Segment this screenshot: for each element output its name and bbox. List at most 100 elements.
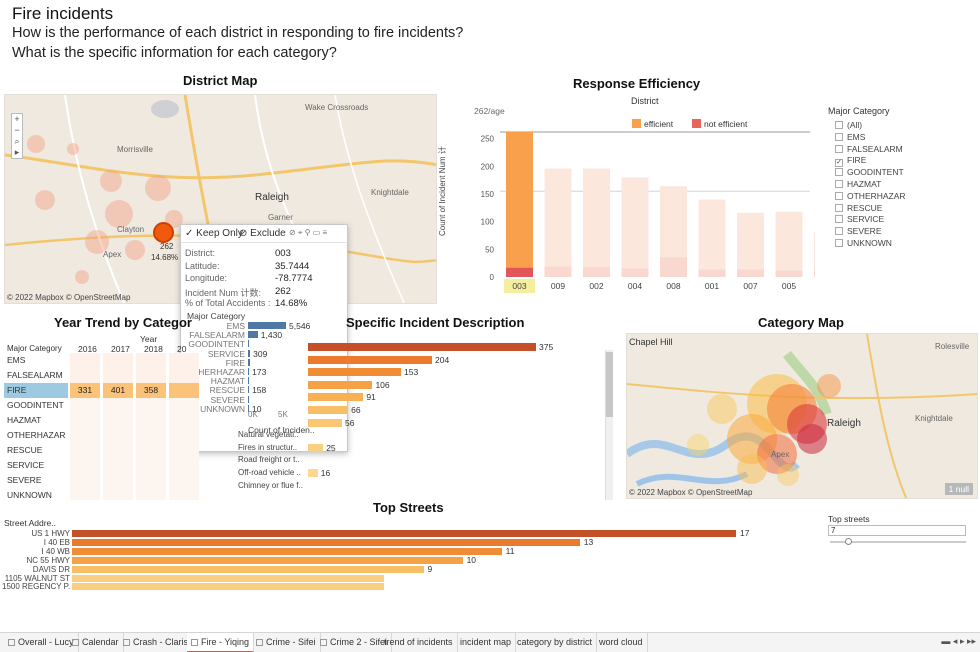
- filter-checkbox[interactable]: ✓: [835, 159, 843, 168]
- street-bar[interactable]: [72, 547, 502, 555]
- incident-label: Chimney or flue f..: [238, 480, 303, 490]
- null-badge[interactable]: 1 null: [944, 483, 973, 495]
- year-trend-row[interactable]: FIRE 331 401 358: [4, 383, 234, 398]
- top-streets-input[interactable]: 7: [828, 525, 966, 536]
- filter-item[interactable]: (All): [835, 120, 862, 131]
- bar-efficient[interactable]: [544, 168, 572, 267]
- x-tick-label: 003: [512, 281, 526, 291]
- bar-not-efficient[interactable]: [506, 267, 533, 277]
- street-bar[interactable]: [72, 530, 736, 537]
- sheet-tab[interactable]: word cloud: [595, 633, 648, 652]
- year-trend-category: GOODINTENT: [7, 400, 64, 410]
- incident-bar[interactable]: [308, 355, 433, 364]
- street-bar[interactable]: [72, 565, 424, 573]
- year-trend-row[interactable]: SEVERE: [4, 473, 234, 488]
- bar-efficient[interactable]: [698, 199, 726, 270]
- bar-not-efficient[interactable]: [737, 269, 764, 277]
- year-trend-row[interactable]: RESCUE: [4, 443, 234, 458]
- tooltip-tools-icon[interactable]: ⊘ ⌖ ⚲ ▭ ≡: [289, 228, 328, 237]
- selected-district-marker[interactable]: [153, 222, 174, 243]
- street-bar[interactable]: [72, 583, 385, 591]
- bar-not-efficient[interactable]: [814, 270, 815, 277]
- year-trend-row[interactable]: GOODINTENT: [4, 398, 234, 413]
- incident-label: Natural vegetati..: [238, 430, 299, 440]
- filter-checkbox[interactable]: [835, 215, 843, 224]
- sheet-tab[interactable]: Crime - Sifei: [252, 633, 321, 652]
- filter-checkbox[interactable]: [835, 144, 843, 153]
- incident-value: 66: [351, 405, 361, 415]
- incident-bar[interactable]: [308, 443, 324, 452]
- top-streets-slider-track[interactable]: [830, 538, 966, 545]
- keep-only-button[interactable]: ✓ Keep Only: [185, 228, 243, 239]
- year-trend-row[interactable]: OTHERHAZAR: [4, 428, 234, 443]
- category-map[interactable]: Chapel Hill Raleigh Knightdale Apex Role…: [626, 333, 978, 499]
- incident-bar[interactable]: [308, 343, 536, 351]
- bar-not-efficient[interactable]: [544, 266, 572, 277]
- sheet-tab[interactable]: Fire - Yiqing: [187, 633, 255, 652]
- tab-nav-icon[interactable]: ▬ ◂ ▸ ▸▸: [941, 636, 976, 646]
- incident-bar[interactable]: [308, 380, 373, 389]
- top-streets-slider-handle[interactable]: [845, 538, 852, 545]
- sheet-tab[interactable]: Crime 2 - Sifei: [316, 633, 393, 652]
- bar-efficient[interactable]: [583, 168, 610, 268]
- filter-checkbox[interactable]: [835, 180, 843, 188]
- filter-item[interactable]: SEVERE: [835, 226, 882, 237]
- filter-item[interactable]: RESCUE: [835, 203, 882, 214]
- year-trend-row[interactable]: HAZMAT: [4, 413, 234, 428]
- incident-bar[interactable]: [308, 368, 402, 377]
- specific-incident-chart[interactable]: 375 204 153 106 91 66 56 Natural vegetati.. Fire…: [236, 336, 616, 500]
- filter-checkbox[interactable]: [835, 132, 843, 141]
- bar-efficient[interactable]: [775, 211, 803, 271]
- filter-checkbox[interactable]: [835, 121, 843, 129]
- bar-not-efficient[interactable]: [698, 269, 726, 277]
- filter-item[interactable]: ✓ FIRE: [835, 155, 866, 168]
- year-trend-row[interactable]: EMS: [4, 353, 234, 368]
- street-bar[interactable]: [72, 574, 385, 582]
- map-zoom-controls[interactable]: + − ⌕ ▸: [11, 113, 23, 159]
- response-efficiency-chart[interactable]: 0501001502002500030090020040080010070050…: [470, 112, 815, 294]
- top-streets-chart[interactable]: Street Addre.. US 1 HWY 17 I 40 EB 13 I 40 W…: [2, 518, 762, 592]
- filter-checkbox[interactable]: [835, 227, 843, 236]
- filter-item[interactable]: GOODINTENT: [835, 167, 904, 178]
- street-label: I 40 WB: [41, 546, 70, 556]
- filter-item[interactable]: HAZMAT: [835, 179, 881, 190]
- bar-not-efficient[interactable]: [583, 267, 610, 277]
- incident-bar[interactable]: [308, 418, 343, 427]
- year-trend-row[interactable]: FALSEALARM: [4, 368, 234, 383]
- sheet-tab[interactable]: Calendar: [68, 633, 124, 652]
- filter-checkbox[interactable]: [835, 203, 843, 212]
- scrollbar[interactable]: [605, 350, 613, 500]
- street-bar[interactable]: [72, 538, 580, 546]
- exclude-button[interactable]: ⊘ Exclude: [239, 228, 286, 239]
- bar-efficient[interactable]: [621, 177, 649, 269]
- bar-efficient[interactable]: [737, 212, 764, 270]
- year-trend-cell: [136, 398, 166, 413]
- sheet-tab[interactable]: trend of incidents: [380, 633, 458, 652]
- tooltip-category-label: RESCUE: [209, 385, 245, 396]
- filter-item[interactable]: EMS: [835, 132, 865, 143]
- year-trend-cell: [169, 428, 199, 443]
- incident-bar[interactable]: [308, 393, 364, 402]
- bar-not-efficient[interactable]: [660, 257, 687, 277]
- filter-checkbox[interactable]: [835, 168, 843, 177]
- bar-efficient[interactable]: [814, 232, 815, 271]
- incident-value: 375: [539, 342, 554, 352]
- filter-item[interactable]: UNKNOWN: [835, 238, 892, 249]
- sheet-tab[interactable]: incident map: [456, 633, 517, 652]
- incident-bar[interactable]: [308, 406, 349, 414]
- filter-item[interactable]: SERVICE: [835, 214, 884, 225]
- year-trend-row[interactable]: SERVICE: [4, 458, 234, 473]
- filter-item[interactable]: FALSEALARM: [835, 144, 903, 155]
- bar-efficient[interactable]: [660, 186, 687, 258]
- street-bar[interactable]: [72, 556, 463, 564]
- bar-not-efficient[interactable]: [775, 270, 803, 277]
- filter-checkbox[interactable]: [835, 191, 843, 200]
- incident-bar[interactable]: [308, 469, 318, 477]
- bar-efficient[interactable]: [506, 131, 533, 268]
- year-trend-row[interactable]: UNKNOWN: [4, 488, 234, 500]
- bar-not-efficient[interactable]: [621, 268, 649, 277]
- mini-tick-0: 0K: [248, 410, 258, 419]
- filter-item[interactable]: OTHERHAZAR: [835, 191, 906, 202]
- filter-checkbox[interactable]: [835, 239, 843, 247]
- sheet-tab[interactable]: category by district: [513, 633, 598, 652]
